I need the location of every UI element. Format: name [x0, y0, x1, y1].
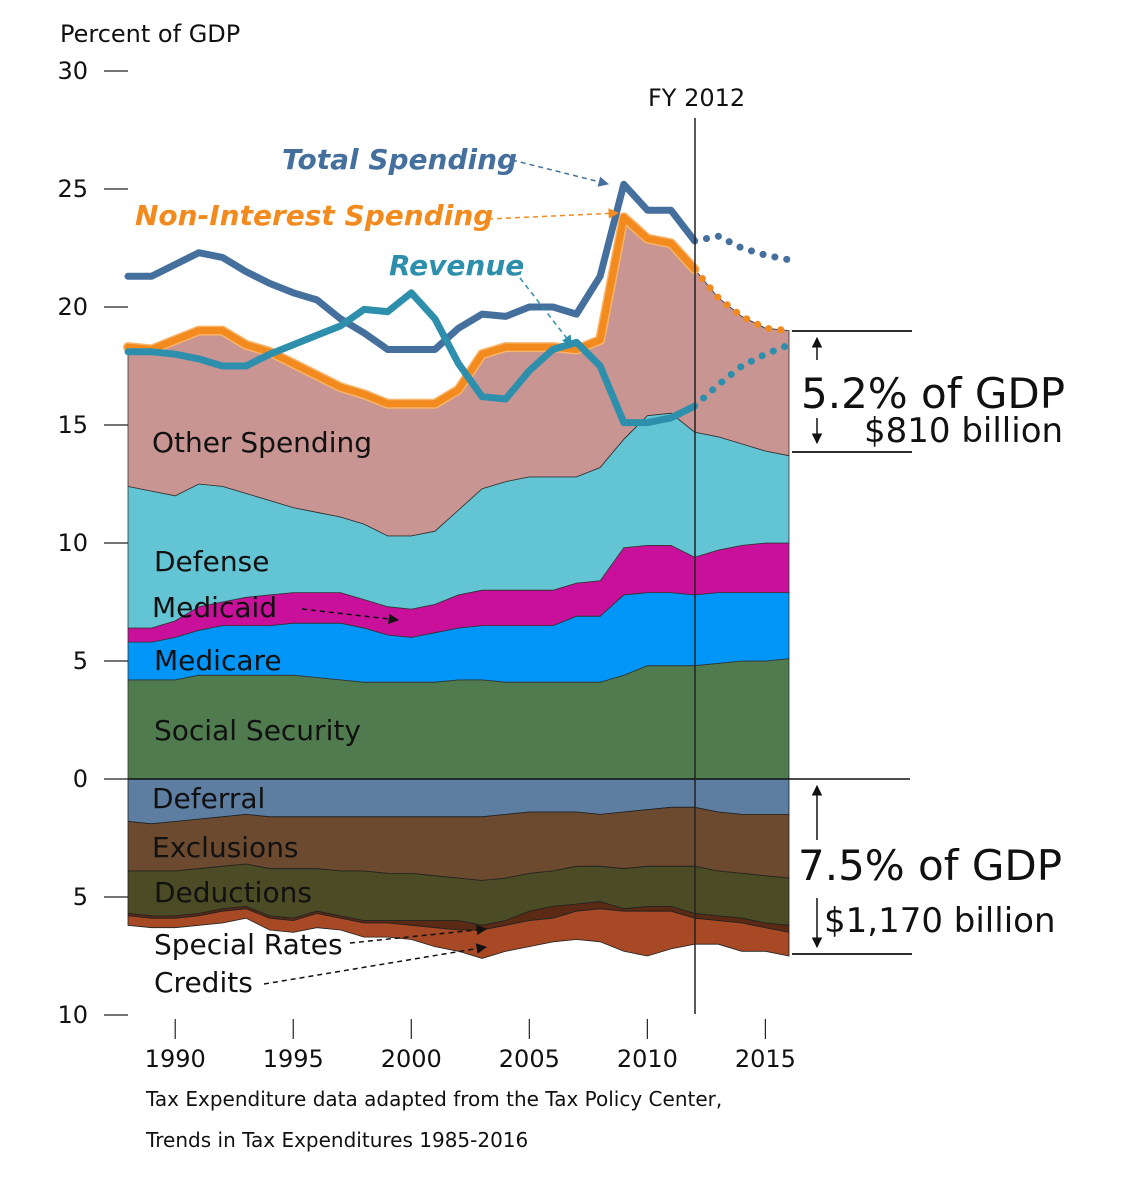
spending-areas	[127, 216, 790, 780]
special-rates-pointer	[349, 924, 488, 944]
label-deductions: Deductions	[154, 876, 312, 909]
non-interest-pointer	[487, 208, 620, 220]
line-non-interest-spending-projected	[691, 265, 793, 335]
fy2012-marker-label: FY 2012	[648, 84, 745, 112]
line-revenue-projected	[691, 341, 793, 410]
lower-gap-pct: 7.5% of GDP	[798, 841, 1062, 890]
y-tick-label-lower-5: 5	[73, 883, 88, 911]
y-tick-label-0: 0	[73, 765, 88, 793]
y-tick-label-20: 20	[57, 293, 88, 321]
y-tick-label-25: 25	[57, 175, 88, 203]
y-tick-label-15: 15	[57, 411, 88, 439]
line-total-spending-projected	[691, 232, 793, 264]
upper-gap-pct: 5.2% of GDP	[801, 369, 1065, 418]
line-total-spending	[124, 180, 699, 353]
credits-pointer	[263, 943, 488, 985]
y-tick-label-5: 5	[73, 647, 88, 675]
lower-gap-dollars: $1,170 billion	[824, 901, 1056, 941]
label-deferral: Deferral	[152, 782, 265, 815]
label-medicare: Medicare	[154, 644, 282, 677]
label-total-spending: Total Spending	[282, 143, 517, 176]
y-axis-title: Percent of GDP	[60, 20, 240, 48]
y-axis: 30 25 20 15 10 5 0 5 10	[57, 57, 128, 1029]
x-tick-label-2005: 2005	[499, 1045, 560, 1073]
series-lines	[123, 180, 793, 427]
x-tick-label-2015: 2015	[735, 1045, 796, 1073]
line-non-interest-spending	[124, 213, 699, 408]
line-revenue	[124, 289, 699, 427]
source-note-line2: Trends in Tax Expenditures 1985-2016	[145, 1128, 528, 1152]
label-social-security: Social Security	[154, 714, 361, 747]
x-tick-label-1990: 1990	[145, 1045, 206, 1073]
label-exclusions: Exclusions	[152, 831, 299, 864]
y-tick-label-30: 30	[57, 57, 88, 85]
source-note-line1: Tax Expenditure data adapted from the Ta…	[145, 1087, 722, 1111]
label-defense: Defense	[154, 545, 269, 578]
area-credits	[127, 908, 790, 959]
total-spending-pointer	[511, 159, 610, 187]
x-tick-label-2010: 2010	[617, 1045, 678, 1073]
medicaid-pointer	[301, 608, 400, 625]
label-credits: Credits	[154, 966, 253, 999]
label-revenue: Revenue	[389, 249, 524, 282]
y-tick-label-lower-10: 10	[57, 1001, 88, 1029]
x-tick-label-1995: 1995	[263, 1045, 324, 1073]
label-other-spending: Other Spending	[152, 426, 372, 459]
upper-gap-dollars: $810 billion	[864, 411, 1063, 451]
x-tick-label-2000: 2000	[381, 1045, 442, 1073]
y-tick-label-10: 10	[57, 529, 88, 557]
label-medicaid: Medicaid	[152, 591, 277, 624]
x-axis: 1990 1995 2000 2005 2010 2015	[145, 1019, 796, 1073]
label-non-interest-spending: Non-Interest Spending	[135, 199, 493, 232]
label-special-rates: Special Rates	[154, 928, 343, 961]
